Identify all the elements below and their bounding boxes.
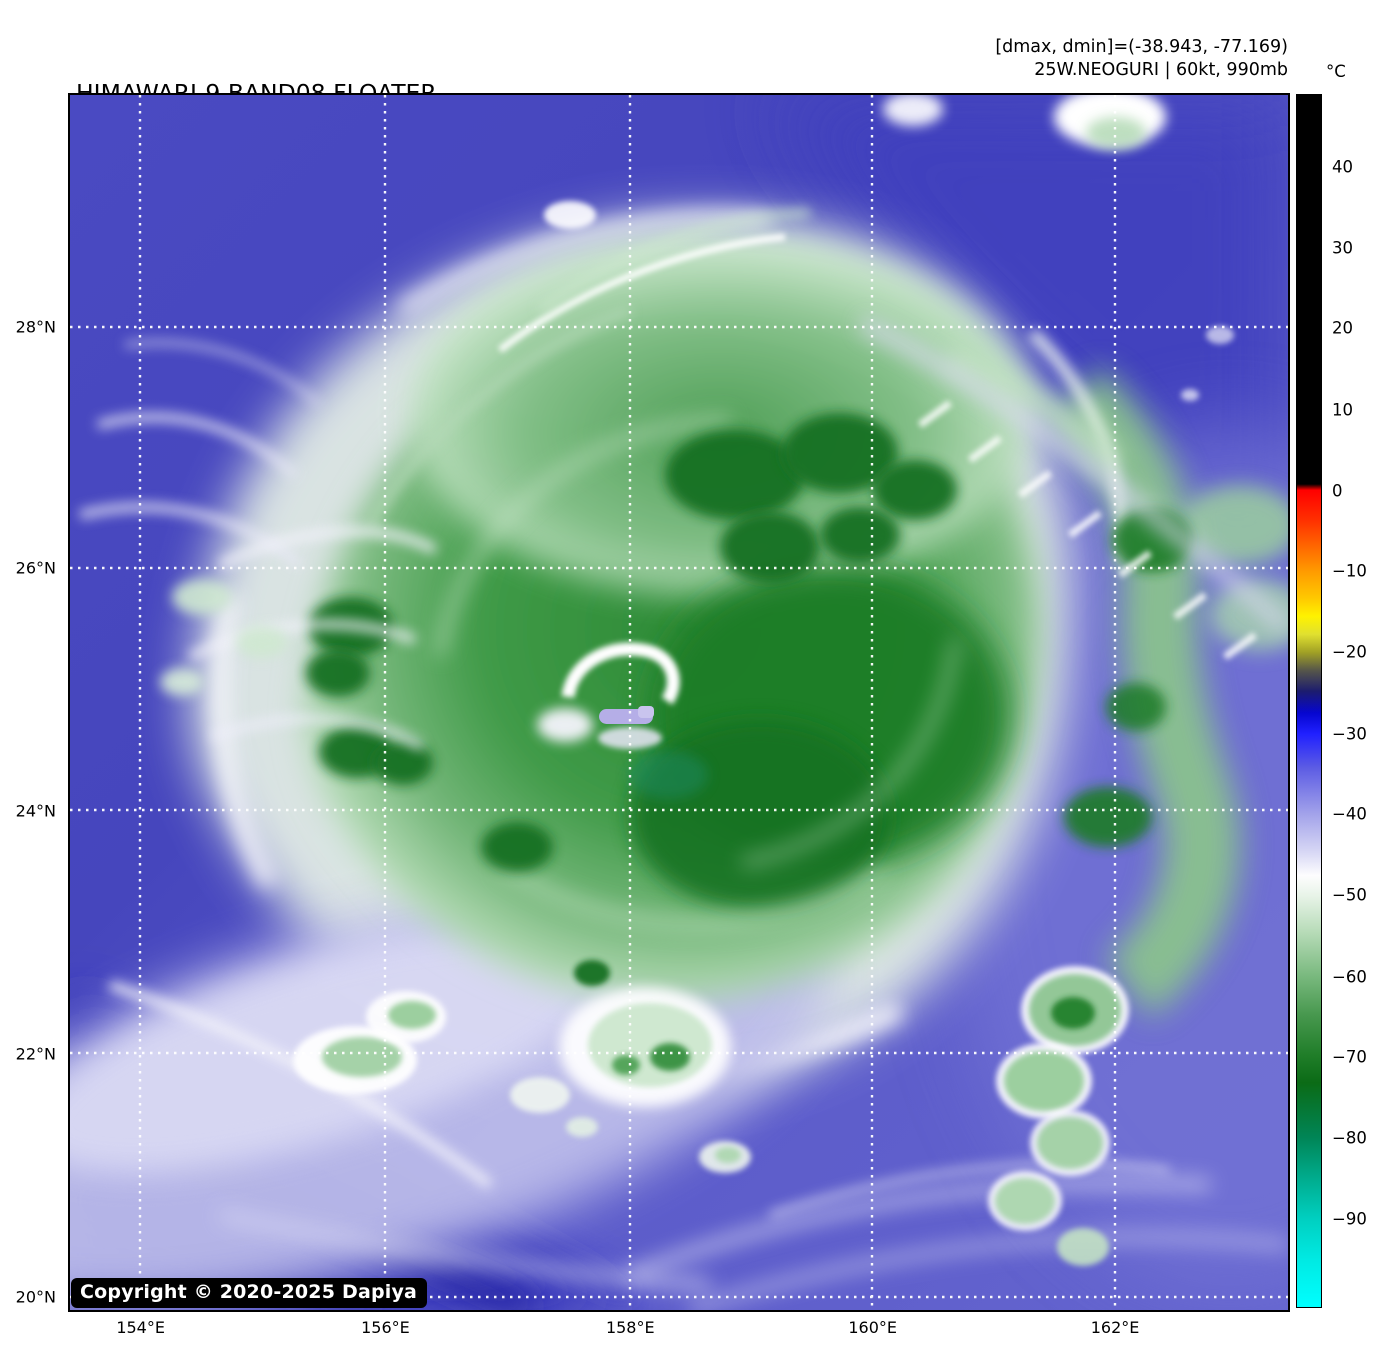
longitude-tick-label: 158°E <box>605 1318 655 1337</box>
latitude-axis: 28°N 26°N 24°N 22°N 20°N <box>0 95 62 1310</box>
colorbar-tick-label: 30 <box>1332 238 1353 258</box>
colorbar-tick-label: −40 <box>1332 804 1367 824</box>
latitude-tick-label: 22°N <box>15 1044 56 1064</box>
gridlines <box>70 95 1288 1310</box>
colorbar-tick-label: 40 <box>1332 157 1353 177</box>
copyright-badge: Copyright © 2020-2025 Dapiya <box>71 1278 428 1308</box>
northeast-scallop-edge <box>858 315 1288 660</box>
topright-cloud-blobs <box>883 95 1234 401</box>
colorbar-tick-label: −70 <box>1332 1047 1367 1067</box>
latitude-tick-label: 20°N <box>15 1287 56 1307</box>
colorbar-tick-label: −80 <box>1332 1128 1367 1148</box>
colorbar-tick-labels: 40 30 20 10 0 −10 −20 −30 −40 −50 −60 −70 −80 −90 <box>1332 94 1388 1308</box>
colorbar-tick-label: 20 <box>1332 318 1353 338</box>
longitude-tick-label: 154°E <box>116 1318 165 1337</box>
longitude-tick-label: 160°E <box>848 1318 897 1337</box>
southeast-rainband-blobs <box>988 966 1129 1266</box>
longitude-axis: 154°E 156°E 158°E 160°E 162°E <box>70 1318 1288 1342</box>
southeast-wisps <box>627 1160 1288 1310</box>
temperature-colorbar <box>1296 94 1322 1308</box>
dmax-dmin-readout: [dmax, dmin]=(-38.943, -77.169) <box>995 37 1288 57</box>
east-rainband <box>944 328 1288 1018</box>
colorbar-tick-label: 10 <box>1332 400 1353 420</box>
latitude-tick-label: 28°N <box>15 317 56 337</box>
satellite-map: Copyright © 2020-2025 Dapiya <box>68 93 1290 1312</box>
latitude-tick-label: 26°N <box>15 558 56 578</box>
colorbar-tick-label: 0 <box>1332 481 1343 501</box>
colorbar-tick-label: −50 <box>1332 885 1367 905</box>
longitude-tick-label: 156°E <box>361 1318 410 1337</box>
deep-convection-blobs <box>306 413 957 986</box>
storm-id-intensity: 25W.NEOGURI | 60kt, 990mb <box>1034 60 1288 80</box>
colorbar-tick-label: −30 <box>1332 724 1367 744</box>
colorbar-tick-label: −60 <box>1332 967 1367 987</box>
bottom-center-cloud-patches <box>293 987 751 1173</box>
satellite-image <box>70 95 1288 1310</box>
colorbar-tick-label: −20 <box>1332 642 1367 662</box>
longitude-tick-label: 162°E <box>1090 1318 1140 1337</box>
latitude-tick-label: 24°N <box>15 801 56 821</box>
colorbar-tick-label: −10 <box>1332 561 1367 581</box>
eye-region <box>537 642 708 799</box>
northwest-wisps <box>78 339 438 751</box>
storm-info: [dmax, dmin]=(-38.943, -77.169) 25W.NEOG… <box>995 36 1288 82</box>
colorbar-tick-label: −90 <box>1332 1209 1367 1229</box>
colorbar-unit-label: °C <box>1326 62 1346 81</box>
